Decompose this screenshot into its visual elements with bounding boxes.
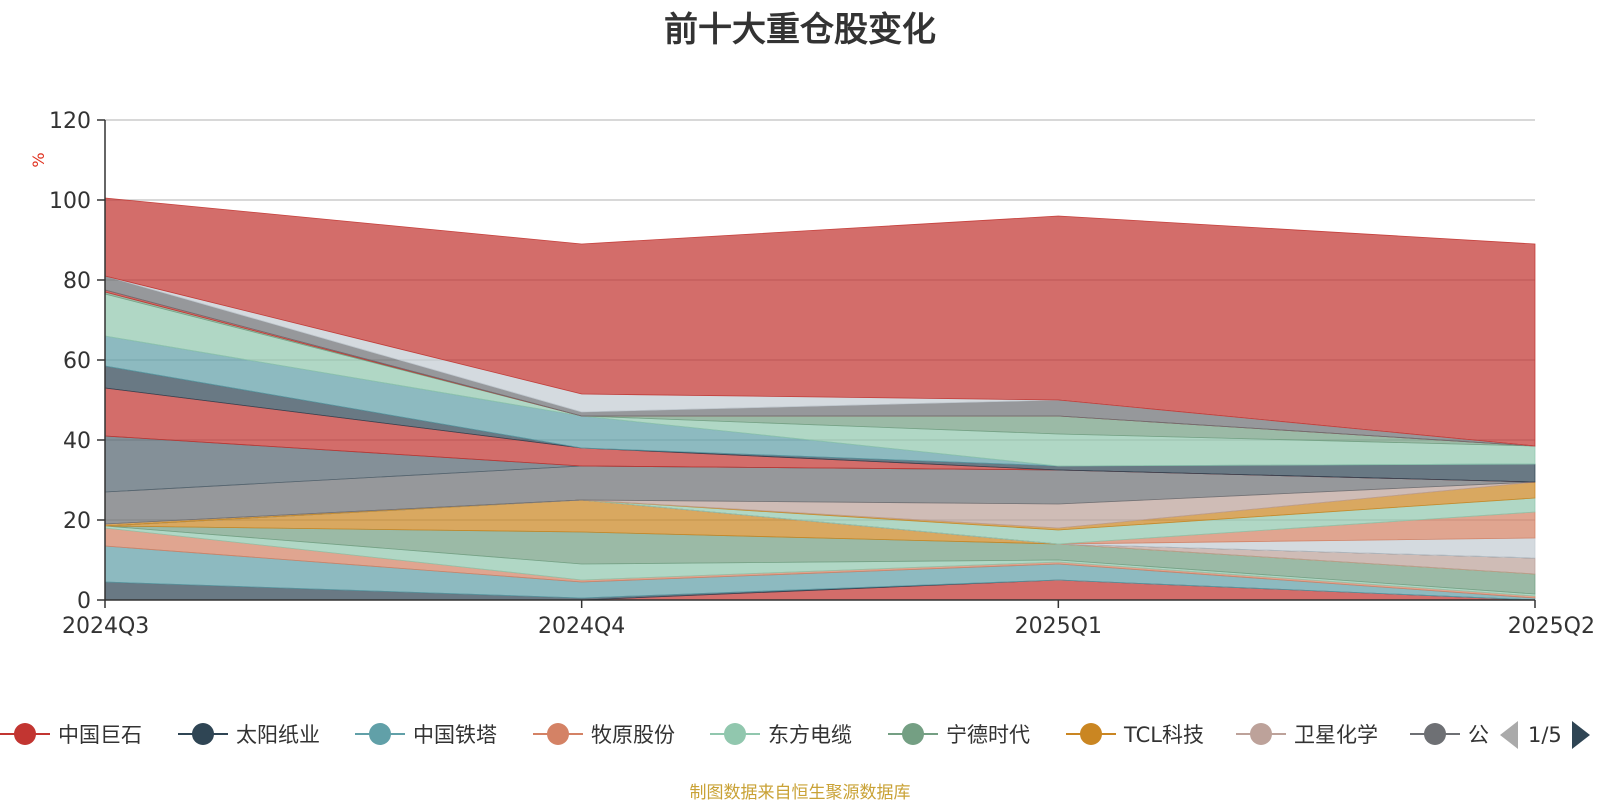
x-tick-label: 2025Q1: [1015, 614, 1102, 639]
x-tick-label: 2024Q3: [62, 614, 149, 639]
legend-marker-icon: [888, 722, 938, 746]
pager-prev-icon[interactable]: [1500, 721, 1518, 749]
chart-title: 前十大重仓股变化: [664, 10, 936, 50]
legend: 中国巨石 太阳纸业 中国铁塔 牧原股份 东方电缆 宁德时代 TCL科技 卫星化学 公: [0, 715, 1490, 755]
legend-label: TCL科技: [1124, 723, 1204, 747]
y-tick-label: 60: [63, 349, 91, 374]
data-source-note: 制图数据来自恒生聚源数据库: [689, 783, 911, 803]
legend-item[interactable]: 东方电缆: [710, 715, 852, 753]
x-tick-label: 2025Q2: [1508, 614, 1595, 639]
legend-marker-icon: [355, 722, 405, 746]
axes: 0 20 40 60 80 100 120 2024Q3 2024Q4 2025Q1 2025Q2: [49, 109, 1595, 639]
area-series: [104, 197, 1536, 601]
legend-item[interactable]: 太阳纸业: [178, 715, 320, 753]
legend-label: 中国铁塔: [413, 723, 497, 747]
legend-item[interactable]: 公: [1410, 715, 1489, 753]
y-axis-label: %: [29, 152, 48, 167]
legend-marker-icon: [710, 722, 760, 746]
legend-label: 公: [1468, 723, 1489, 747]
legend-label: 卫星化学: [1294, 723, 1378, 747]
x-tick-label: 2024Q4: [538, 614, 625, 639]
y-tick-label: 80: [63, 269, 91, 294]
legend-pager: 1/5: [1500, 720, 1595, 750]
legend-item[interactable]: 牧原股份: [533, 715, 675, 753]
legend-marker-icon: [178, 722, 228, 746]
legend-label: 东方电缆: [768, 723, 852, 747]
legend-item[interactable]: 宁德时代: [888, 715, 1030, 753]
pager-label: 1/5: [1528, 723, 1562, 747]
pager-next-icon[interactable]: [1571, 721, 1590, 749]
legend-item[interactable]: 中国巨石: [0, 715, 142, 753]
legend-marker-icon: [0, 722, 50, 746]
legend-label: 太阳纸业: [236, 723, 320, 747]
y-tick-label: 120: [49, 109, 91, 134]
y-tick-label: 20: [63, 509, 91, 534]
legend-item[interactable]: 卫星化学: [1236, 715, 1378, 753]
legend-marker-icon: [1410, 722, 1460, 746]
area-series-25: [104, 197, 1536, 447]
y-tick-label: 40: [63, 429, 91, 454]
legend-marker-icon: [533, 722, 583, 746]
y-tick-label: 100: [49, 189, 91, 214]
legend-label: 牧原股份: [591, 723, 675, 747]
legend-marker-icon: [1066, 722, 1116, 746]
legend-label: 宁德时代: [946, 723, 1030, 747]
legend-item[interactable]: 中国铁塔: [355, 715, 497, 753]
legend-marker-icon: [1236, 722, 1286, 746]
y-tick-label: 0: [77, 589, 91, 614]
legend-label: 中国巨石: [58, 723, 142, 747]
legend-item[interactable]: TCL科技: [1066, 715, 1204, 753]
